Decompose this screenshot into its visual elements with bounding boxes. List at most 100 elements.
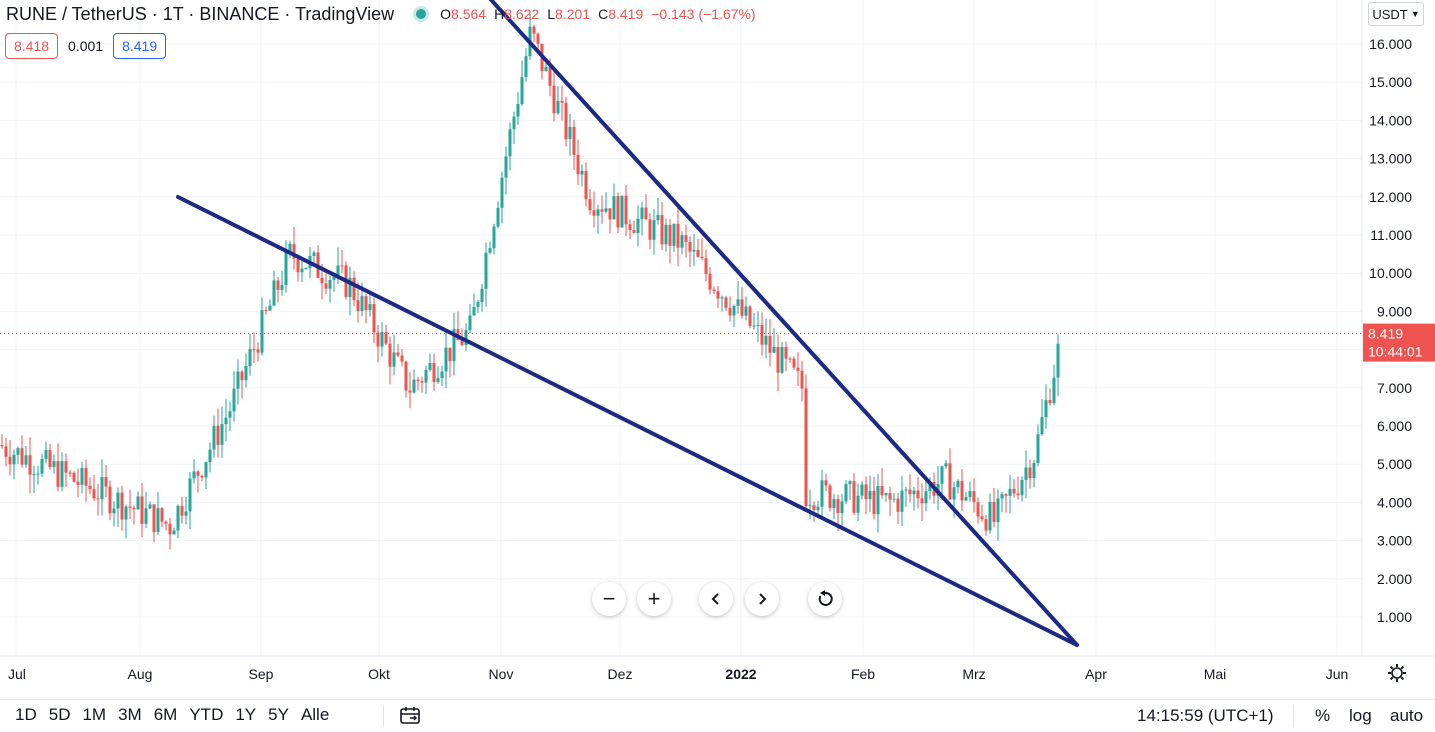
candle-body bbox=[400, 355, 404, 362]
candle-body bbox=[488, 248, 492, 253]
currency-select[interactable]: USDT ▼ bbox=[1368, 2, 1424, 26]
trendline-upper[interactable] bbox=[484, 0, 1079, 647]
price-tick-label: 13.000 bbox=[1369, 151, 1412, 167]
candle-body bbox=[712, 289, 716, 292]
ohlc-readout: O8.564 H8.622 L8.201 C8.419 −0.143 (−1.6… bbox=[440, 6, 755, 22]
candle-body bbox=[28, 455, 32, 475]
candle-body bbox=[1040, 417, 1044, 435]
candle-body bbox=[204, 462, 208, 478]
candle-body bbox=[336, 265, 340, 277]
candle-body bbox=[544, 66, 548, 72]
auto-scale-toggle[interactable]: auto bbox=[1390, 706, 1424, 725]
date-range-group: 1D 5D 1M 3M 6M YTD 1Y 5Y Alle bbox=[10, 705, 334, 725]
candle-body bbox=[200, 475, 204, 478]
candle-body bbox=[1008, 488, 1012, 496]
range-1y-button[interactable]: 1Y bbox=[235, 705, 257, 724]
candle-body bbox=[128, 506, 132, 508]
candle-body bbox=[148, 504, 152, 509]
date-range-picker-button[interactable] bbox=[398, 705, 424, 727]
candle-body bbox=[836, 499, 840, 514]
high-value: 8.622 bbox=[504, 6, 540, 22]
candle-body bbox=[188, 478, 192, 512]
range-1d-button[interactable]: 1D bbox=[15, 705, 37, 724]
candle-body bbox=[1016, 493, 1020, 496]
bottom-toolbar: 1D 5D 1M 3M 6M YTD 1Y 5Y Alle 14:15:59 (… bbox=[0, 699, 1435, 732]
price-chart[interactable]: 16.000 15.000 14.000 13.000 12.000 11.000 10.0… bbox=[0, 0, 1435, 699]
candle-body bbox=[396, 352, 400, 356]
candle-body bbox=[416, 379, 420, 382]
range-6m-button[interactable]: 6M bbox=[153, 705, 178, 724]
bar-countdown: 10:44:01 bbox=[1368, 344, 1423, 360]
candle-body bbox=[76, 481, 80, 485]
candle-body bbox=[624, 195, 628, 225]
currency-label: USDT bbox=[1372, 6, 1408, 22]
candle-body bbox=[140, 496, 144, 524]
timezone-clock[interactable]: 14:15:59 (UTC+1) bbox=[1137, 706, 1274, 725]
candle-body bbox=[1024, 467, 1028, 480]
candle-body bbox=[176, 505, 180, 531]
symbol-title[interactable]: RUNE / TetherUS · 1T · BINANCE · Trading… bbox=[6, 3, 395, 24]
candle-body bbox=[332, 276, 336, 280]
calendar-range-icon bbox=[400, 707, 420, 724]
candle-body bbox=[888, 493, 892, 500]
candle-body bbox=[924, 491, 928, 504]
range-1m-button[interactable]: 1M bbox=[82, 705, 107, 724]
candle-body bbox=[4, 446, 8, 457]
candle-body bbox=[684, 235, 688, 242]
candle-body bbox=[392, 352, 396, 367]
candle-body bbox=[940, 466, 944, 484]
range-5y-button[interactable]: 5Y bbox=[268, 705, 289, 724]
trendline-lower[interactable] bbox=[176, 195, 1079, 647]
price-tick-label: 7.000 bbox=[1377, 380, 1412, 396]
reset-chart-button[interactable] bbox=[808, 582, 842, 616]
close-label: C bbox=[598, 6, 609, 22]
zoom-in-button[interactable]: + bbox=[637, 582, 671, 616]
chart-header: RUNE / TetherUS · 1T · BINANCE · Trading… bbox=[6, 2, 756, 26]
zoom-out-button[interactable]: − bbox=[592, 582, 626, 616]
candle-body bbox=[1052, 377, 1056, 404]
candle-body bbox=[808, 505, 812, 507]
candle-body bbox=[876, 486, 880, 515]
quote-row: 8.418 0.001 8.419 bbox=[5, 33, 167, 59]
candle-body bbox=[292, 244, 296, 259]
candle-body bbox=[900, 490, 904, 512]
candle-body bbox=[60, 461, 64, 487]
candle-body bbox=[576, 154, 580, 175]
candle-body bbox=[532, 26, 536, 34]
chart-settings-button[interactable] bbox=[1386, 662, 1408, 684]
buy-button[interactable]: 8.419 bbox=[113, 33, 167, 59]
candle-body bbox=[272, 280, 276, 306]
percent-scale-toggle[interactable]: % bbox=[1315, 706, 1331, 725]
range-ytd-button[interactable]: YTD bbox=[189, 705, 224, 724]
range-5d-button[interactable]: 5D bbox=[48, 705, 71, 724]
last-price-badge bbox=[1363, 323, 1435, 362]
candle-body bbox=[668, 224, 672, 246]
candle-body bbox=[548, 66, 552, 86]
candle-body bbox=[144, 508, 148, 524]
candle-body bbox=[132, 507, 136, 510]
candle-body bbox=[384, 332, 388, 344]
range-all-button[interactable]: Alle bbox=[300, 705, 330, 724]
price-axis[interactable]: 16.000 15.000 14.000 13.000 12.000 11.000 10.0… bbox=[1369, 36, 1412, 625]
range-3m-button[interactable]: 3M bbox=[118, 705, 142, 724]
candle-body bbox=[56, 461, 60, 487]
candle-body bbox=[304, 267, 308, 269]
candle-body bbox=[484, 252, 488, 289]
time-tick-label: 2022 bbox=[725, 666, 756, 682]
time-axis[interactable]: Jul Aug Sep Okt Nov Dez 2022 Feb Mrz Apr Mai Jun bbox=[8, 666, 1348, 682]
candle-body bbox=[160, 508, 164, 522]
candle-body bbox=[520, 77, 524, 104]
candle-body bbox=[296, 258, 300, 273]
candle-body bbox=[680, 235, 684, 248]
gear-icon bbox=[1388, 664, 1406, 682]
candle-body bbox=[156, 508, 160, 533]
log-scale-toggle[interactable]: log bbox=[1349, 706, 1372, 725]
sell-button[interactable]: 8.418 bbox=[5, 33, 59, 59]
trendlines[interactable] bbox=[176, 0, 1079, 647]
scroll-right-button[interactable] bbox=[745, 582, 779, 616]
candle-body bbox=[476, 302, 480, 307]
price-tick-label: 10.000 bbox=[1369, 265, 1412, 281]
candle-body bbox=[280, 285, 284, 290]
scroll-left-button[interactable] bbox=[699, 582, 733, 616]
candle-body bbox=[356, 300, 360, 311]
